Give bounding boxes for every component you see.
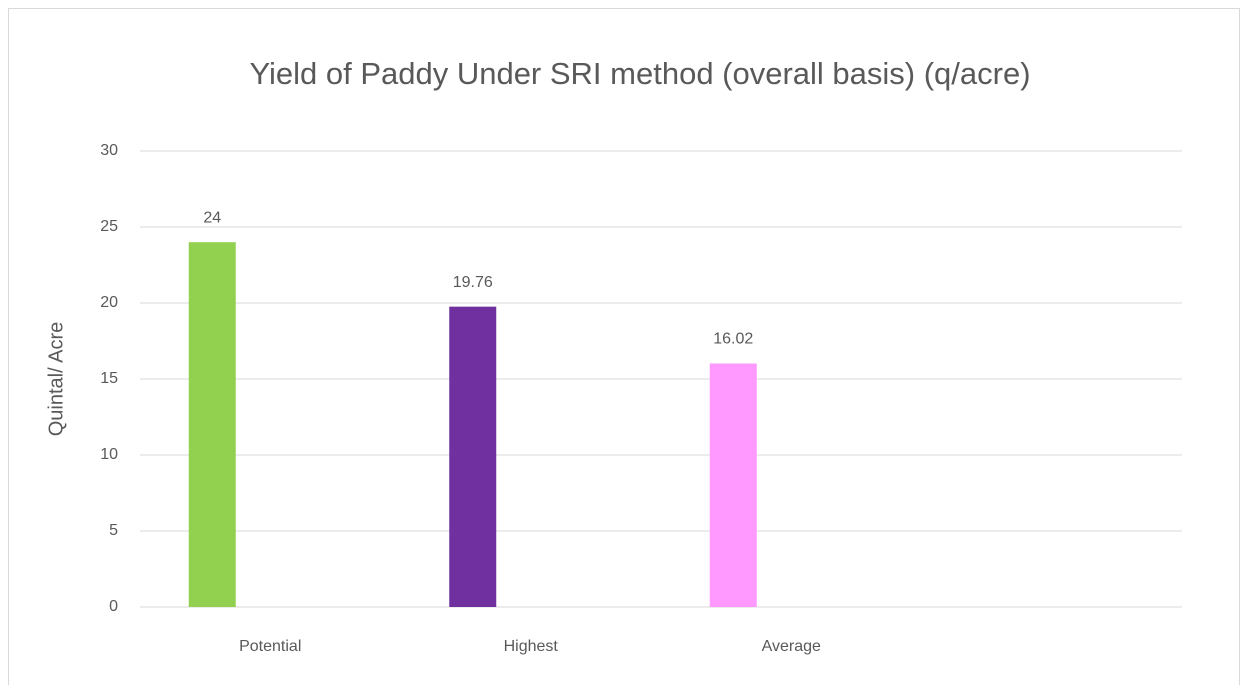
y-tick-label: 10: [100, 446, 118, 463]
x-tick-label: Potential: [239, 638, 301, 655]
x-tick-label: Highest: [504, 638, 559, 655]
bar: [709, 363, 757, 607]
y-tick-label: 15: [100, 370, 118, 387]
data-label: 19.76: [453, 274, 493, 291]
y-tick-label: 30: [100, 142, 118, 159]
bar: [449, 306, 497, 607]
y-tick-label: 20: [100, 294, 118, 311]
x-tick-label: Average: [762, 638, 821, 655]
y-tick-label: 25: [100, 218, 118, 235]
y-tick-label: 0: [109, 598, 118, 615]
y-tick-label: 5: [109, 522, 118, 539]
data-label: 24: [203, 209, 221, 226]
data-label: 16.02: [713, 331, 753, 348]
chart-title: Yield of Paddy Under SRI method (overall…: [249, 56, 1030, 91]
y-axis-label: Quintal/ Acre: [45, 322, 67, 437]
bar: [188, 242, 236, 607]
